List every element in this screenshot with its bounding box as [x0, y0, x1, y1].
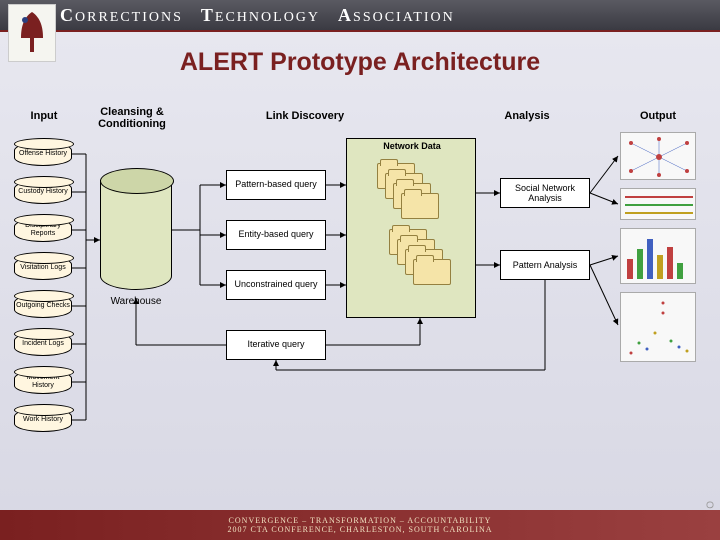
col-analysis: Analysis: [492, 110, 562, 122]
footer-bar: CONVERGENCE – TRANSFORMATION – ACCOUNTAB…: [0, 510, 720, 540]
input-work-history: Work History: [14, 408, 72, 432]
page-title: ALERT Prototype Architecture: [0, 48, 720, 77]
input-movement: Movement History: [14, 370, 72, 394]
header-word-1: CORRECTIONS: [60, 5, 183, 26]
network-data-label: Network Data: [347, 141, 477, 151]
architecture-diagram: Input Cleansing & Conditioning Link Disc…: [0, 110, 720, 490]
analysis-sna: Social Network Analysis: [500, 178, 590, 208]
input-incident-logs: Incident Logs: [14, 332, 72, 356]
col-output: Output: [628, 110, 688, 122]
query-unconstrained: Unconstrained query: [226, 270, 326, 300]
output-thumb-timeline: [620, 188, 696, 220]
org-header: CORRECTIONS TECHNOLOGY ASSOCIATION: [0, 0, 720, 32]
input-custody-history: Custody History: [14, 180, 72, 204]
warehouse-label: Warehouse: [100, 296, 172, 307]
folder-icon: [401, 193, 439, 219]
footer-line-1: CONVERGENCE – TRANSFORMATION – ACCOUNTAB…: [229, 516, 492, 525]
warehouse-cylinder: [100, 180, 172, 290]
query-entity: Entity-based query: [226, 220, 326, 250]
footer-line-2: 2007 CTA CONFERENCE, CHARLESTON, SOUTH C…: [227, 525, 492, 534]
input-outgoing-checks: Outgoing Checks: [14, 294, 72, 318]
input-disciplinary: Disciplinary Reports: [14, 218, 72, 242]
query-iterative: Iterative query: [226, 330, 326, 360]
network-data-panel: Network Data: [346, 138, 476, 318]
header-word-3: ASSOCIATION: [338, 5, 455, 26]
col-cleansing: Cleansing & Conditioning: [92, 106, 172, 130]
header-word-2: TECHNOLOGY: [201, 5, 320, 26]
input-offense-history: Offense History: [14, 142, 72, 166]
analysis-pattern: Pattern Analysis: [500, 250, 590, 280]
output-thumb-scatter: [620, 292, 696, 362]
query-pattern: Pattern-based query: [226, 170, 326, 200]
output-thumb-bars: [620, 228, 696, 284]
output-thumb-network: [620, 132, 696, 180]
col-link: Link Discovery: [250, 110, 360, 122]
folder-icon: [413, 259, 451, 285]
col-input: Input: [14, 110, 74, 122]
org-logo: [8, 4, 56, 62]
input-visitation: Visitation Logs: [14, 256, 72, 280]
